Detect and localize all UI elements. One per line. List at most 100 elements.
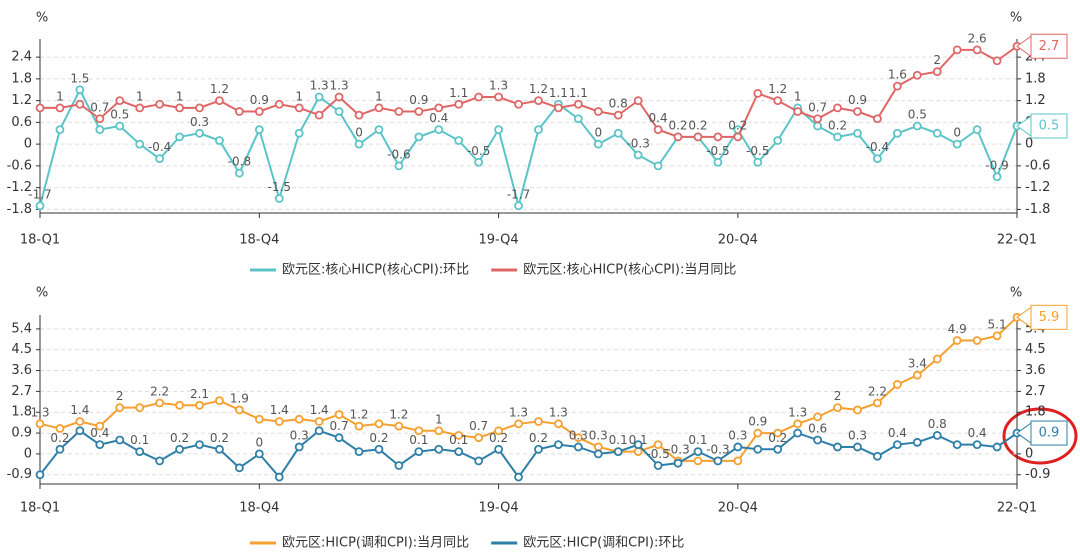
y2-tick-label: 1.8 <box>1025 71 1046 86</box>
value-label: 0.1 <box>629 433 648 447</box>
point <box>773 136 783 145</box>
legend-label: 欧元区:HICP(调和CPI):当月同比 <box>282 536 469 551</box>
point <box>613 447 623 456</box>
y2-tick-label: -0.9 <box>1025 467 1050 482</box>
callout-pointer <box>1016 422 1032 445</box>
y-tick-label: 2.4 <box>11 50 32 65</box>
x-tick-label: 19-Q4 <box>478 233 518 248</box>
value-label: 0.1 <box>449 433 468 447</box>
value-label: 2 <box>933 53 941 67</box>
point <box>892 128 902 138</box>
value-label: 0.7 <box>90 100 109 114</box>
value-label: 0.2 <box>768 431 787 445</box>
y2-tick-label: -1.2 <box>1025 180 1050 195</box>
point <box>892 440 902 450</box>
point <box>693 447 703 456</box>
x-tick-label: 18-Q1 <box>20 233 60 248</box>
point <box>234 405 244 415</box>
point <box>115 121 125 131</box>
point <box>334 107 344 116</box>
point <box>115 403 125 413</box>
y-tick-label: -1.8 <box>7 202 32 217</box>
point <box>633 447 643 456</box>
value-label: 0.2 <box>828 118 847 132</box>
point <box>195 103 204 113</box>
y-tick-label: 1.8 <box>11 71 32 86</box>
value-label: 0 <box>256 435 264 449</box>
value-label: 0.2 <box>529 431 548 445</box>
point <box>813 412 823 422</box>
point <box>873 114 882 124</box>
point <box>573 433 583 443</box>
point <box>813 121 823 131</box>
value-label: -0.5 <box>646 447 669 461</box>
value-label: 1.1 <box>449 86 468 100</box>
point <box>853 405 862 415</box>
point <box>434 103 444 113</box>
value-label: 0.2 <box>50 431 69 445</box>
point <box>573 99 583 109</box>
legend-label: 欧元区:核心HICP(核心CPI):当月同比 <box>523 263 736 278</box>
point <box>474 157 484 167</box>
value-label: 0.7 <box>808 100 827 114</box>
point <box>215 96 224 106</box>
value-label: 0.7 <box>469 419 488 433</box>
point <box>972 440 982 450</box>
point <box>773 428 783 438</box>
point <box>175 132 184 142</box>
value-label: -0.4 <box>148 140 171 154</box>
value-label: -0.5 <box>746 144 769 158</box>
callout-label: 0.5 <box>1039 119 1060 134</box>
point <box>155 99 165 109</box>
y-tick-label: -0.9 <box>7 467 32 482</box>
point <box>733 456 743 466</box>
value-label: 1.6 <box>888 68 907 82</box>
y-tick-label: -1.2 <box>7 180 32 195</box>
point <box>294 442 304 452</box>
point <box>693 456 703 466</box>
value-label: 1.3 <box>310 79 329 93</box>
y2-tick-label: -0.6 <box>1025 158 1050 173</box>
point <box>753 444 763 454</box>
point <box>952 45 962 55</box>
point <box>434 426 444 436</box>
point <box>414 132 424 142</box>
point <box>593 449 603 459</box>
point <box>135 139 145 149</box>
point <box>454 136 464 145</box>
value-label: -0.4 <box>866 140 889 154</box>
value-label: 0.4 <box>90 426 109 440</box>
point <box>534 444 543 454</box>
point <box>912 121 922 131</box>
point <box>912 437 922 447</box>
value-label: 0.3 <box>728 428 747 442</box>
y-tick-label: 4.5 <box>11 342 32 357</box>
point <box>753 428 763 438</box>
point <box>853 107 862 116</box>
point <box>514 419 523 429</box>
point <box>55 444 65 454</box>
value-label: 0.1 <box>609 433 628 447</box>
value-label: 0.8 <box>928 417 947 431</box>
y-tick-label: 3.6 <box>11 363 32 378</box>
point <box>972 45 982 55</box>
point <box>554 419 563 429</box>
callout-label: 5.9 <box>1039 310 1060 325</box>
value-label: 0 <box>355 126 363 140</box>
value-label: -0.9 <box>985 158 1008 172</box>
value-label: 2 <box>834 389 842 403</box>
point <box>75 99 85 109</box>
point <box>434 444 444 454</box>
value-label: -1.7 <box>507 187 530 201</box>
y-tick-label: 5.4 <box>11 321 32 336</box>
point <box>833 132 842 142</box>
point <box>35 201 45 211</box>
point <box>135 103 145 113</box>
point <box>514 201 523 211</box>
point <box>115 435 125 445</box>
value-label: 0.3 <box>290 428 309 442</box>
y-unit: % <box>36 286 48 301</box>
value-label: 0.4 <box>888 426 907 440</box>
value-label: 0.2 <box>210 431 229 445</box>
x-tick-label: 19-Q4 <box>478 501 518 516</box>
